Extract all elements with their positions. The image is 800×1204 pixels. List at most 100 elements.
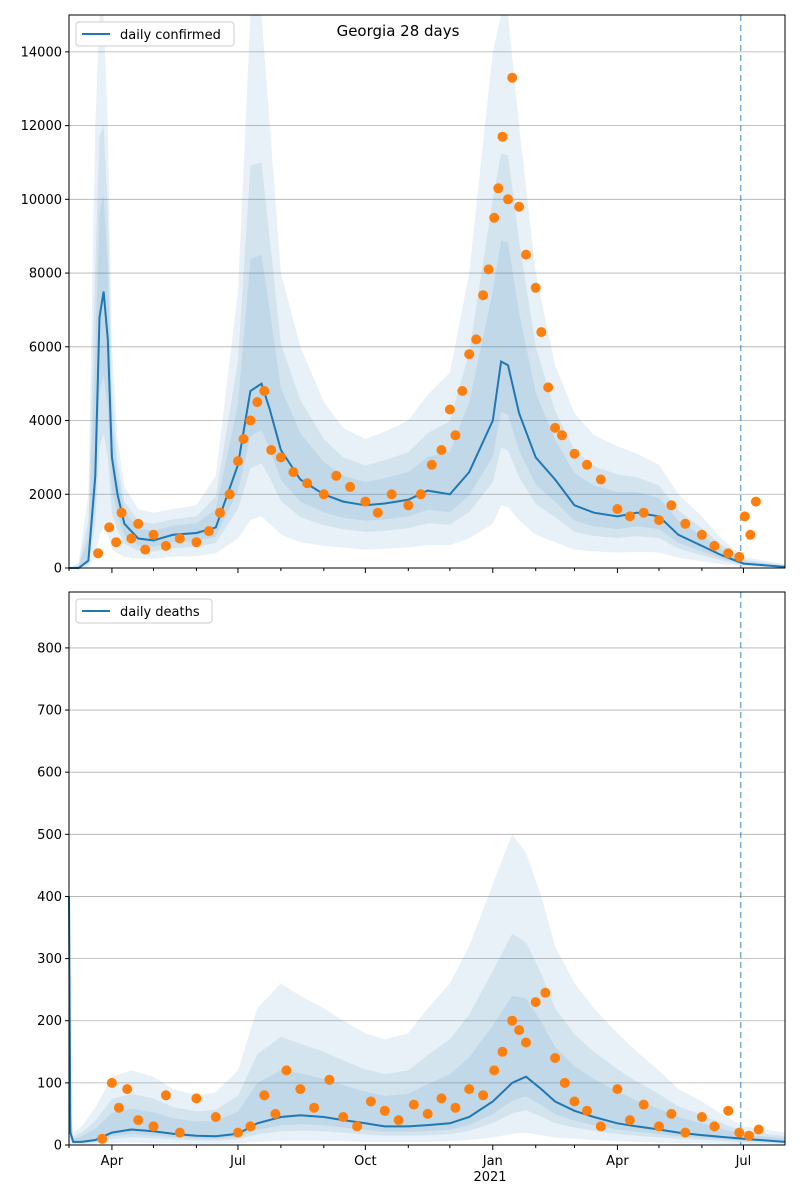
confirmed-point (233, 456, 243, 467)
x-tick-label: Jul (735, 1154, 752, 1169)
deaths-legend-label: daily deaths (120, 605, 200, 620)
confirmed-x-ticks (68, 568, 744, 573)
deaths-point (530, 997, 541, 1008)
confirmed-axes: 0 2000 4000 6000 8000 10000 12000 14000 daily c… (21, 14, 786, 577)
confirmed-point (444, 404, 455, 415)
confirmed-legend: daily confirmed (75, 21, 235, 47)
deaths-point (122, 1084, 133, 1095)
confirmed-point (191, 537, 202, 548)
deaths-band-layer-1 (69, 896, 785, 1144)
confirmed-point (215, 507, 225, 518)
confirmed-point (507, 72, 518, 83)
deaths-point (233, 1127, 243, 1138)
confirmed-point (148, 529, 159, 540)
deaths-point (160, 1090, 171, 1101)
confirmed-point (514, 201, 525, 212)
confirmed-point (126, 533, 137, 544)
confirmed-point (497, 131, 508, 142)
confirmed-point (489, 212, 500, 223)
confirmed-point (503, 194, 513, 205)
confirmed-point (530, 282, 541, 293)
deaths-point (624, 1115, 635, 1126)
confirmed-point (116, 507, 127, 518)
confirmed-point (709, 540, 720, 551)
deaths-point (210, 1112, 221, 1122)
confirmed-point (403, 500, 414, 511)
confirmed-point (331, 470, 342, 481)
confirmed-point (745, 529, 756, 540)
confirmed-observed-points (93, 72, 761, 562)
deaths-point (550, 1053, 561, 1063)
deaths-point (497, 1046, 508, 1057)
confirmed-point (104, 522, 115, 533)
deaths-point (113, 1102, 124, 1113)
deaths-point (654, 1121, 664, 1132)
confirmed-point (111, 537, 122, 548)
deaths-point (259, 1090, 270, 1101)
deaths-y-tick-label: 600 (37, 766, 62, 781)
confirmed-point (723, 548, 734, 559)
confirmed-point (318, 489, 329, 500)
confirmed-band-layer-1 (69, 125, 785, 568)
confirmed-point (696, 529, 707, 540)
deaths-y-tick-label: 300 (37, 952, 62, 967)
confirmed-point (275, 452, 286, 463)
confirmed-y-tick-label: 10000 (21, 193, 62, 208)
deaths-point (723, 1105, 734, 1116)
confirmed-point (464, 349, 475, 360)
confirmed-band-layer-0 (69, 15, 785, 568)
deaths-line (68, 896, 786, 1143)
deaths-point (338, 1112, 349, 1122)
confirmed-point (471, 334, 482, 345)
deaths-y-tick-label: 800 (37, 641, 62, 656)
deaths-point (270, 1108, 281, 1119)
deaths-point (379, 1105, 390, 1116)
confirmed-point (160, 540, 171, 551)
confirmed-point (259, 386, 270, 396)
deaths-y-tick-label: 700 (37, 704, 62, 719)
confirmed-point (750, 496, 761, 507)
figure-title: Georgia 28 days (337, 22, 460, 40)
confirmed-y-tick-label: 14000 (21, 45, 62, 60)
confirmed-legend-box (75, 21, 235, 47)
deaths-point (666, 1108, 677, 1119)
deaths-point (450, 1102, 461, 1113)
confirmed-point (680, 518, 691, 529)
deaths-band-layer-0 (69, 834, 785, 1145)
deaths-frame (68, 591, 786, 1146)
deaths-x-ticks: Apr Jul Oct Jan Apr Jul (68, 1145, 752, 1169)
deaths-point (324, 1074, 335, 1085)
confirmed-point (345, 481, 356, 492)
confirmed-y-tick-label: 2000 (29, 488, 62, 503)
deaths-point (559, 1077, 570, 1088)
confirmed-point (543, 382, 554, 393)
confirmed-point (550, 422, 561, 433)
confirmed-y-tick-label: 4000 (29, 414, 62, 429)
deaths-point (97, 1133, 108, 1144)
deaths-point (569, 1096, 580, 1107)
deaths-point (106, 1077, 117, 1088)
deaths-point (709, 1121, 720, 1132)
confirmed-point (426, 459, 437, 470)
deaths-point (638, 1099, 649, 1110)
confirmed-y-tick-label: 12000 (21, 119, 62, 134)
confirmed-y-tick-label: 8000 (29, 267, 62, 282)
deaths-point (436, 1093, 447, 1104)
x-tick-label: Jan (482, 1154, 503, 1169)
confirmed-point (252, 397, 263, 408)
confirmed-point (536, 327, 547, 338)
confirmed-point (478, 290, 489, 301)
deaths-observed-points (97, 987, 764, 1144)
confirmed-point (739, 511, 750, 522)
deaths-legend-box (75, 598, 213, 624)
deaths-point (365, 1096, 376, 1107)
deaths-point (352, 1121, 363, 1132)
confirmed-point (245, 415, 256, 426)
confirmed-frame (68, 14, 786, 569)
confirmed-point (203, 526, 214, 537)
deaths-point (582, 1105, 592, 1116)
confirmed-point (174, 533, 185, 544)
confirmed-legend-label: daily confirmed (120, 28, 221, 43)
confirmed-point (493, 183, 504, 194)
confirmed-point (266, 445, 277, 455)
